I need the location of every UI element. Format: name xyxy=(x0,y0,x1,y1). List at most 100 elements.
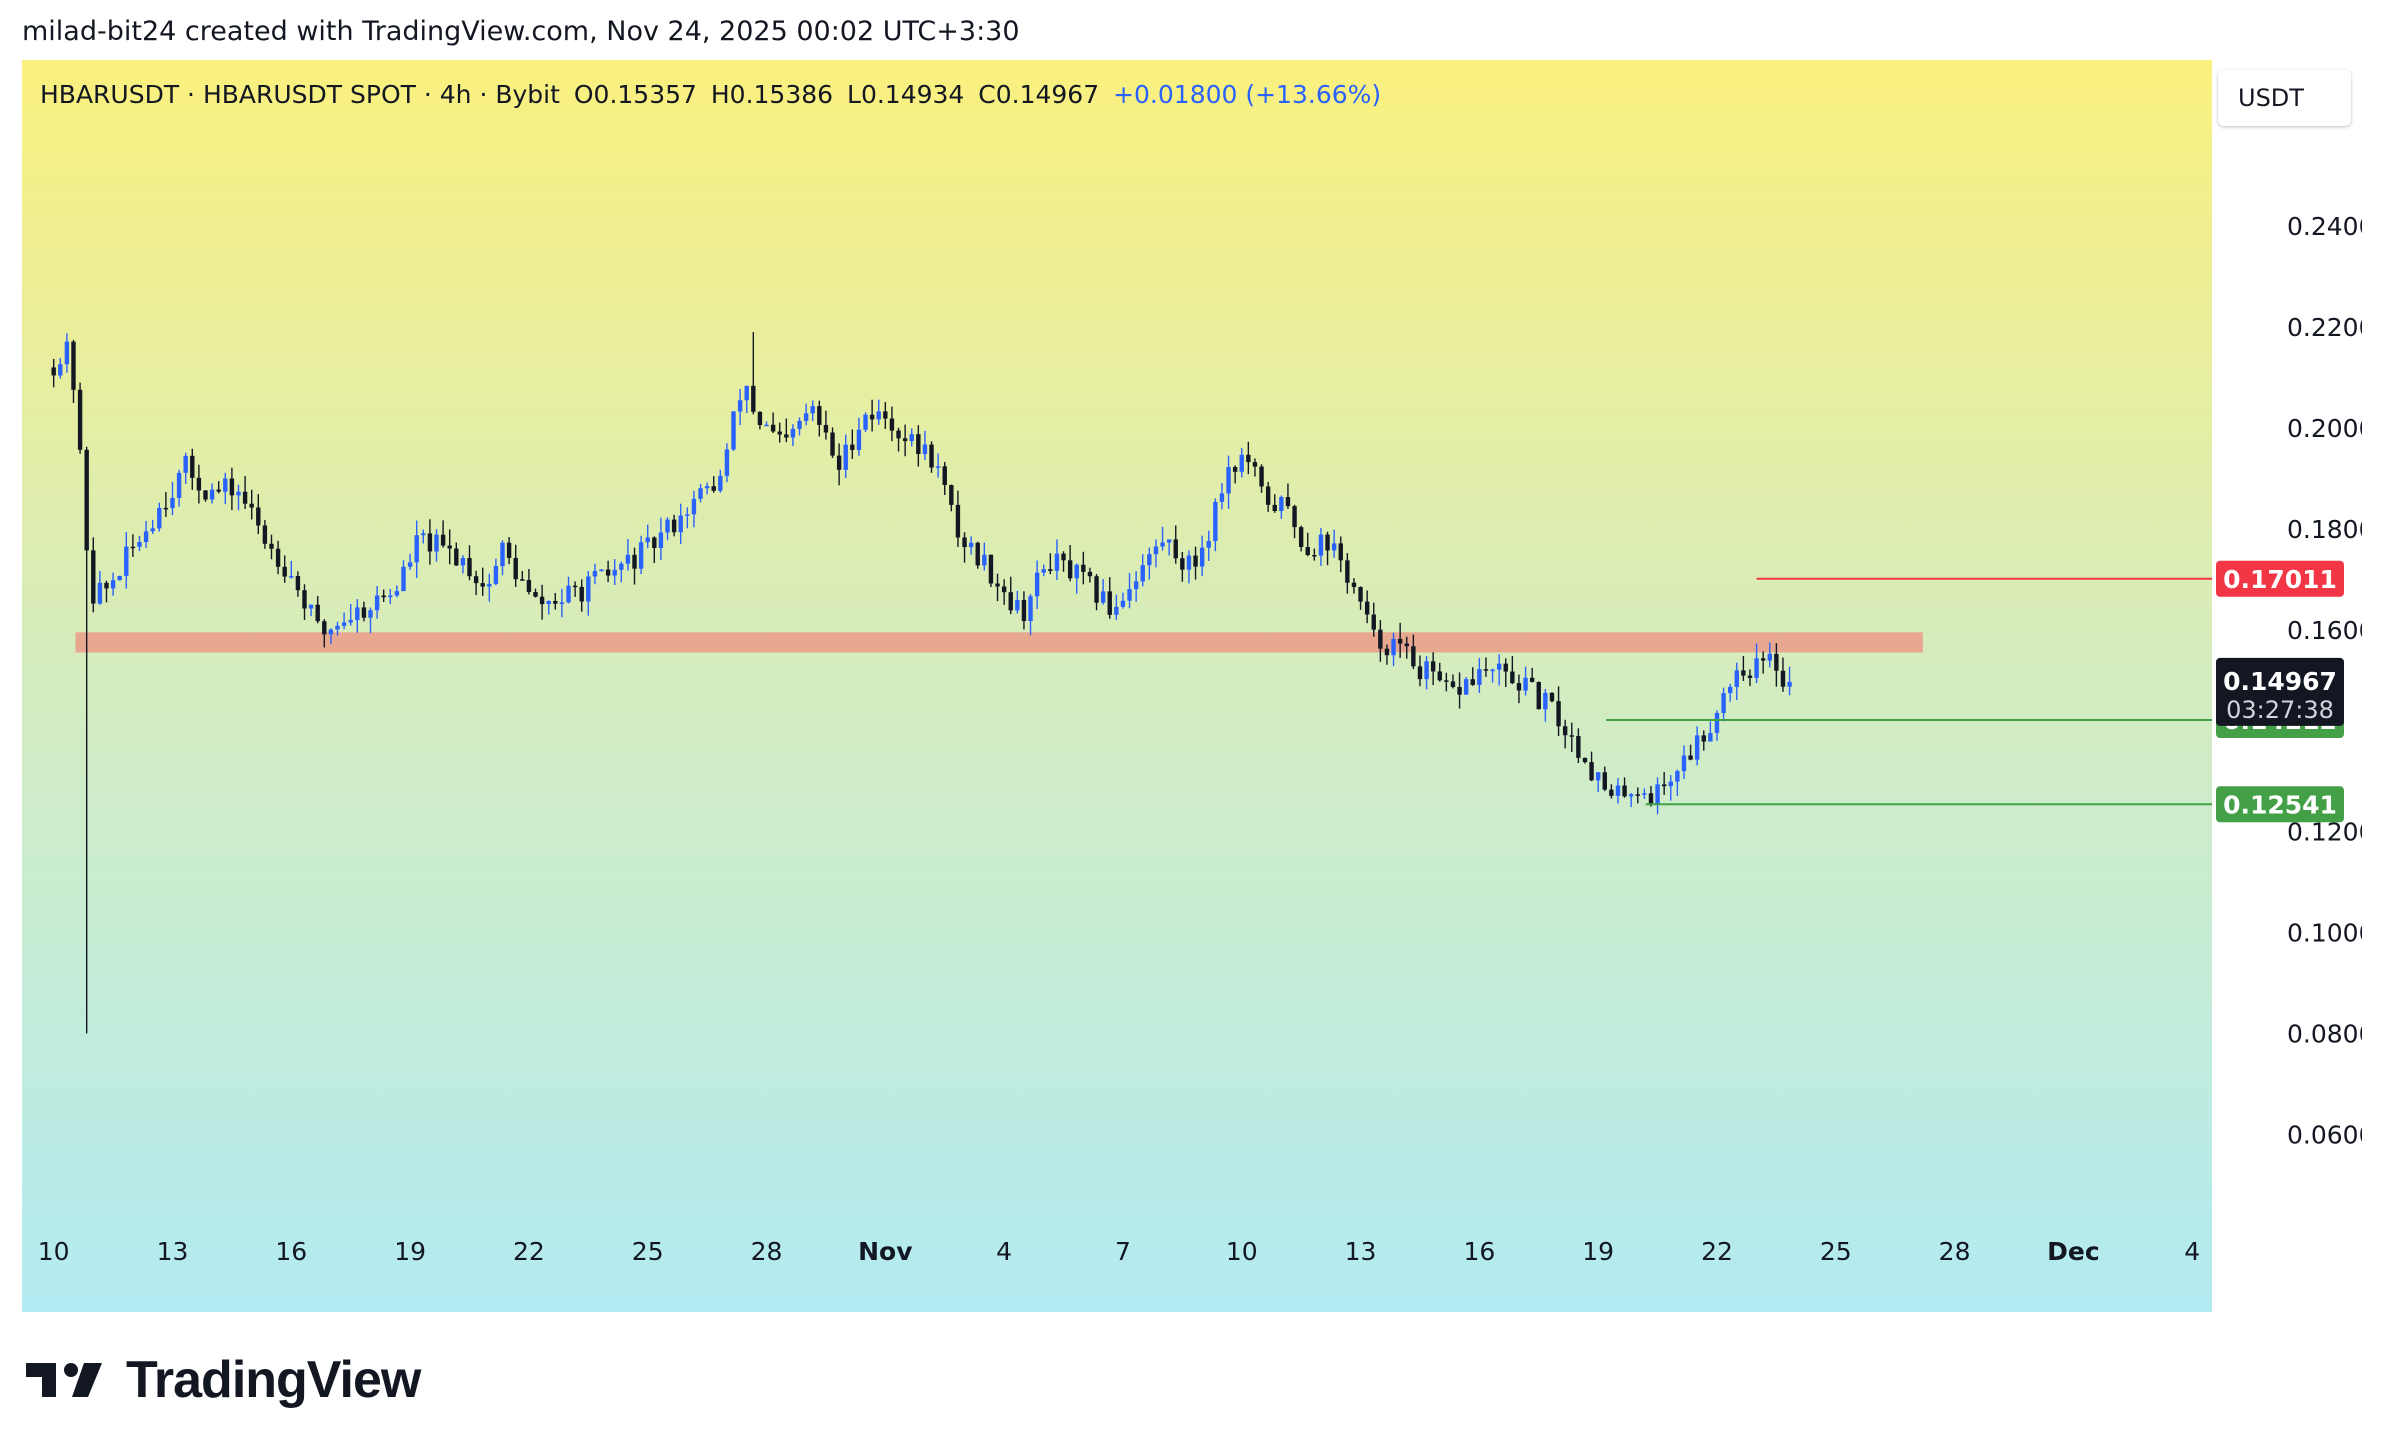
candle-body xyxy=(1054,553,1060,571)
symbol-label[interactable]: HBARUSDT · HBARUSDT SPOT · 4h · Bybit xyxy=(40,80,560,109)
candle-body xyxy=(71,341,76,390)
candle-body xyxy=(843,444,848,470)
candle-body xyxy=(1430,661,1436,672)
candle-body xyxy=(407,562,413,567)
candle-body xyxy=(467,558,472,577)
candle-body xyxy=(1437,671,1442,681)
candle-body xyxy=(935,466,941,468)
x-axis-tick-label: 13 xyxy=(1345,1237,1377,1266)
candle-body xyxy=(685,514,690,516)
candle-body xyxy=(1444,680,1449,682)
candle-body xyxy=(1655,784,1660,805)
candle-body xyxy=(335,625,340,630)
ohlc-legend: HBARUSDT · HBARUSDT SPOT · 4h · Bybit O0… xyxy=(40,80,1387,109)
candle-body xyxy=(1087,571,1093,577)
level-price-tag-bg xyxy=(2216,560,2344,597)
candle-body xyxy=(1424,661,1429,680)
candle-body xyxy=(566,585,571,603)
candle-body xyxy=(1701,735,1706,742)
x-axis-tick-label: 28 xyxy=(751,1237,783,1266)
change-value: +0.01800 (+13.66%) xyxy=(1113,80,1382,109)
candle-body xyxy=(1391,638,1396,656)
candle-body xyxy=(1034,572,1040,597)
candle-body xyxy=(282,566,287,577)
candle-body xyxy=(1107,591,1112,615)
candle-body xyxy=(302,590,307,609)
close-value: C0.14967 xyxy=(978,80,1100,109)
candle-body xyxy=(1384,648,1390,656)
price-chart[interactable]: 0.24000 0.22000 0.20000 0.18000 0.16000 0.120… xyxy=(22,60,2362,1312)
candle-body xyxy=(1325,534,1330,551)
candle-body xyxy=(1193,555,1198,567)
candle-body xyxy=(454,548,459,566)
candle-body xyxy=(269,543,274,549)
candle-body xyxy=(143,531,149,543)
candle-body xyxy=(1708,732,1713,742)
candle-body xyxy=(1404,643,1409,647)
candle-body xyxy=(1279,497,1284,512)
candle-body xyxy=(1754,658,1759,679)
candle-body xyxy=(1364,601,1370,615)
candle-body xyxy=(836,455,842,470)
candle-body xyxy=(1734,670,1739,687)
candle-body xyxy=(262,525,268,544)
candle-body xyxy=(176,472,182,498)
candle-body xyxy=(1622,785,1627,797)
x-axis-tick-label: 28 xyxy=(1939,1237,1971,1266)
candle-body xyxy=(1048,569,1053,571)
candle-body xyxy=(394,591,400,596)
candle-body xyxy=(526,579,532,593)
candle-body xyxy=(1100,591,1106,603)
candle-body xyxy=(223,478,228,492)
x-axis-tick-label: 16 xyxy=(1463,1237,1495,1266)
candle-body xyxy=(440,534,446,546)
candle-body xyxy=(374,595,380,611)
currency-button[interactable]: USDT xyxy=(2218,70,2351,126)
candle-body xyxy=(480,583,485,587)
candle-body xyxy=(553,601,558,604)
candle-body xyxy=(1173,539,1178,559)
bar-countdown: 03:27:38 xyxy=(2226,696,2334,724)
candle-body xyxy=(1483,669,1489,671)
candle-body xyxy=(856,429,862,450)
candle-body xyxy=(731,411,736,450)
candle-body xyxy=(658,532,664,549)
candle-body xyxy=(1351,582,1357,588)
candle-body xyxy=(1562,726,1568,736)
candle-body xyxy=(1120,600,1126,607)
candle-body xyxy=(368,610,373,618)
candle-body xyxy=(137,542,142,547)
tradingview-logo[interactable]: TradingView xyxy=(26,1350,421,1410)
candle-body xyxy=(1252,462,1258,467)
candle-body xyxy=(1576,735,1581,758)
y-axis-tick-label: 0.18000 xyxy=(2287,515,2362,544)
candle-body xyxy=(150,528,155,532)
candle-body xyxy=(790,428,796,438)
candle-body xyxy=(1569,735,1574,737)
x-axis-tick-label: 22 xyxy=(513,1237,545,1266)
candle-body xyxy=(1714,713,1720,733)
candle-body xyxy=(955,504,961,538)
candle-body xyxy=(1582,757,1588,763)
candle-body xyxy=(1081,564,1086,572)
candle-body xyxy=(1721,693,1726,714)
candle-body xyxy=(1457,686,1462,695)
candle-body xyxy=(493,566,499,584)
candle-body xyxy=(876,411,881,420)
candle-body xyxy=(605,569,611,576)
candle-body xyxy=(1628,794,1634,797)
candle-body xyxy=(1747,675,1753,679)
candle-body xyxy=(1094,576,1099,603)
candle-body xyxy=(381,595,386,598)
candle-body xyxy=(810,406,815,414)
candle-body xyxy=(1523,677,1528,691)
candle-body xyxy=(130,546,136,549)
candle-body xyxy=(91,550,96,604)
candle-body xyxy=(170,497,175,509)
candle-body xyxy=(718,475,723,491)
candle-body xyxy=(216,489,221,492)
candle-body xyxy=(757,411,763,426)
candle-body xyxy=(539,596,545,605)
tradingview-logo-icon xyxy=(26,1363,102,1397)
last-price-tag: 0.14967 xyxy=(2223,667,2337,696)
